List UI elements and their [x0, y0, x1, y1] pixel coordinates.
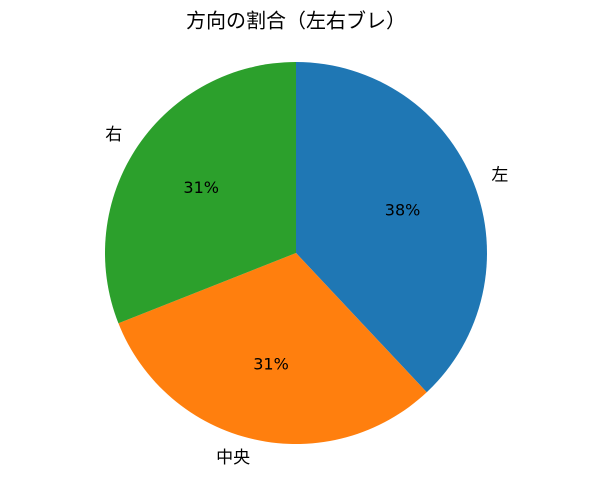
value-label: 31%: [253, 354, 289, 373]
value-label: 31%: [183, 178, 219, 197]
slice-label: 中央: [216, 448, 250, 468]
pie-slice: [296, 62, 488, 393]
pie-slice: [118, 253, 427, 445]
chart-title: 方向の割合（左右ブレ）: [186, 9, 406, 33]
pie-slice: [104, 62, 297, 324]
slice-label: 左: [491, 166, 508, 186]
slice-label: 右: [105, 125, 122, 145]
value-label: 38%: [385, 200, 421, 219]
